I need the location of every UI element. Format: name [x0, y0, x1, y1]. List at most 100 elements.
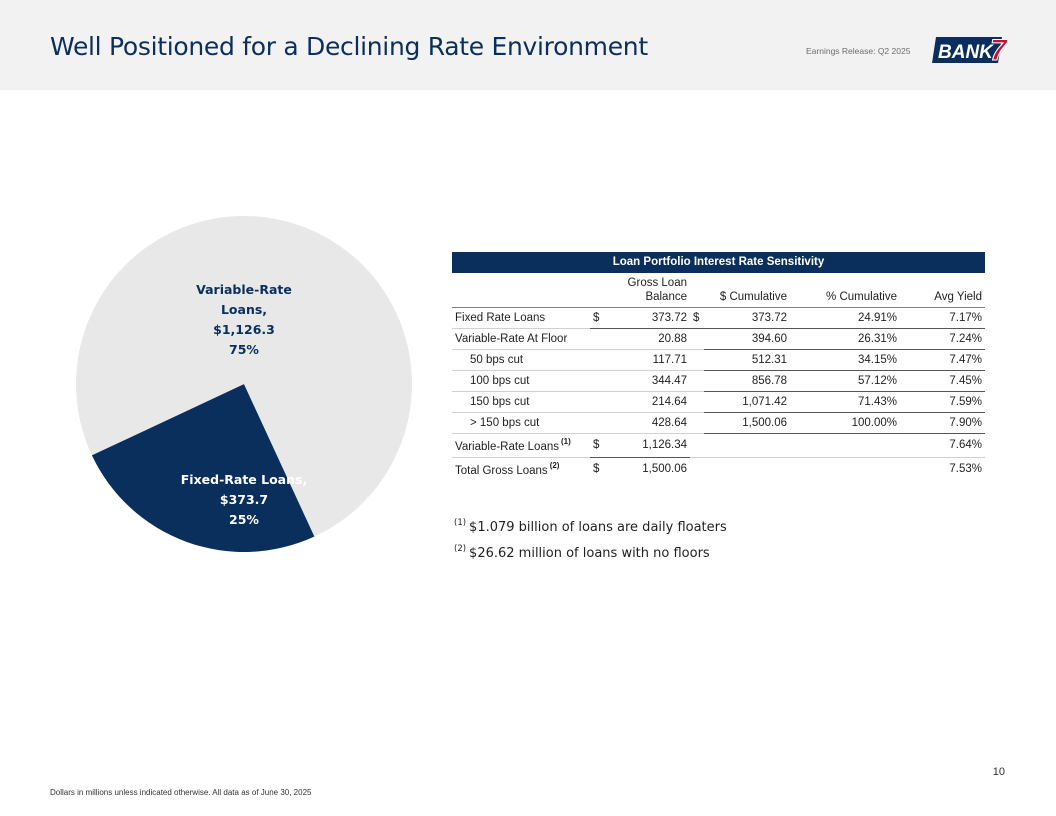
row-cumulative-dollar: $: [690, 307, 704, 329]
variable-label: Variable-Rate Loans: [455, 441, 559, 453]
total-empty-2: [704, 457, 790, 481]
row-balance-dollar: [590, 349, 604, 371]
logo-mark: 7: [990, 34, 1008, 65]
logo-background: [932, 37, 1002, 63]
header-balance: Gross Loan Balance: [590, 273, 690, 308]
row-label: 100 bps cut: [452, 370, 590, 392]
footnotes: (1) $1.079 billion of loans are daily flo…: [454, 510, 727, 562]
variable-empty-2: [704, 433, 790, 458]
variable-rate-total-row: Variable-Rate Loans (1) $ 1,126.34 7.64%: [452, 433, 985, 458]
row-pct-cumulative: 24.91%: [790, 307, 900, 329]
row-pct-cumulative: 34.15%: [790, 349, 900, 371]
row-pct-cumulative: 100.00%: [790, 412, 900, 434]
row-cumulative-dollar: [690, 370, 704, 392]
header-pct-cumulative: % Cumulative: [790, 273, 900, 308]
table-row: 150 bps cut 214.64 1,071.42 71.43% 7.59%: [452, 391, 985, 413]
row-balance-dollar: $: [590, 307, 604, 329]
row-pct-cumulative: 26.31%: [790, 328, 900, 350]
variable-rate-label-line: Variable-Rate: [196, 282, 292, 297]
total-yield: 7.53%: [949, 463, 982, 476]
variable-footnote-mark: (1): [561, 437, 571, 446]
row-cumulative: 1,500.06: [704, 412, 790, 434]
row-balance-dollar: [590, 391, 604, 413]
row-cumulative: 856.78: [704, 370, 790, 392]
variable-empty-3: [790, 433, 900, 458]
footnote-1: (1) $1.079 billion of loans are daily flo…: [454, 510, 727, 536]
row-label: 50 bps cut: [452, 349, 590, 371]
row-cumulative-dollar: [690, 328, 704, 350]
footer-disclaimer: Dollars in millions unless indicated oth…: [50, 788, 312, 797]
variable-yield: 7.64%: [900, 433, 985, 458]
table-row: 100 bps cut 344.47 856.78 57.12% 7.45%: [452, 370, 985, 392]
table-row: > 150 bps cut 428.64 1,500.06 100.00% 7.90%: [452, 412, 985, 434]
footnote-1-text: $1.079 billion of loans are daily floate…: [469, 520, 727, 535]
header-balance-line2: Balance: [645, 290, 687, 303]
page-title: Well Positioned for a Declining Rate Env…: [50, 32, 648, 61]
footnote-1-mark: (1): [454, 518, 467, 528]
header-bar: Well Positioned for a Declining Rate Env…: [0, 0, 1056, 90]
variable-rate-label-line: 75%: [229, 342, 259, 357]
row-avg-yield: 7.90%: [900, 412, 985, 434]
fixed-rate-label-line: $373.7: [220, 492, 268, 507]
row-balance: 373.72: [604, 307, 690, 329]
row-cumulative: 373.72: [704, 307, 790, 329]
total-gross-loans-row: Total Gross Loans (2) $ 1,500.06 7.53%: [452, 457, 985, 481]
row-cumulative: 1,071.42: [704, 391, 790, 413]
row-avg-yield: 7.47%: [900, 349, 985, 371]
row-avg-yield: 7.59%: [900, 391, 985, 413]
bank7-logo: BANK 7: [932, 34, 1009, 65]
header-avg-yield: Avg Yield: [900, 273, 985, 308]
total-footnote-mark: (2): [549, 461, 560, 471]
row-cumulative-dollar: [690, 412, 704, 434]
row-balance: 117.71: [604, 349, 690, 371]
total-balance: 1,500.06: [642, 463, 687, 476]
total-dollar: $: [593, 463, 600, 476]
variable-label-cell: Variable-Rate Loans (1): [452, 433, 590, 458]
footnote-2-mark: (2): [454, 544, 467, 554]
row-balance-dollar: [590, 412, 604, 434]
loan-mix-pie-chart: Fixed-Rate Loans, $373.7 25% Variable-Rate L…: [76, 216, 412, 552]
fixed-rate-label-line: Fixed-Rate Loans,: [181, 472, 307, 487]
row-label: 150 bps cut: [452, 391, 590, 413]
total-empty-3: [790, 457, 900, 481]
row-avg-yield: 7.17%: [900, 307, 985, 329]
footnote-2: (2) $26.62 million of loans with no floor…: [454, 536, 727, 562]
fixed-rate-slice: [91, 384, 315, 552]
row-pct-cumulative: 71.43%: [790, 391, 900, 413]
row-label: > 150 bps cut: [452, 412, 590, 434]
table-row: 50 bps cut 117.71 512.31 34.15% 7.47%: [452, 349, 985, 371]
row-label: Variable-Rate At Floor: [452, 328, 590, 350]
footnote-2-text: $26.62 million of loans with no floors: [469, 546, 710, 561]
row-avg-yield: 7.45%: [900, 370, 985, 392]
row-cumulative: 394.60: [704, 328, 790, 350]
variable-rate-label-line: $1,126.3: [213, 322, 275, 337]
table-row: Fixed Rate Loans $373.72 $373.72 24.91% 7.17…: [452, 307, 985, 329]
total-empty-1: [690, 457, 704, 481]
release-label: Earnings Release: Q2 2025: [806, 46, 911, 56]
table-title: Loan Portfolio Interest Rate Sensitivity: [452, 252, 985, 273]
row-balance: 344.47: [604, 370, 690, 392]
row-balance: 428.64: [604, 412, 690, 434]
header-balance-line1: Gross Loan: [627, 276, 687, 289]
row-avg-yield: 7.24%: [900, 328, 985, 350]
total-label-cell: Total Gross Loans (2): [452, 457, 590, 481]
logo-text: BANK: [938, 42, 994, 63]
variable-rate-label-line: Loans,: [221, 302, 267, 317]
row-balance-dollar: [590, 328, 604, 350]
row-cumulative-dollar: [690, 349, 704, 371]
row-label: Fixed Rate Loans: [452, 307, 590, 329]
table-row: Variable-Rate At Floor 20.88 394.60 26.31% 7…: [452, 328, 985, 350]
row-pct-cumulative: 57.12%: [790, 370, 900, 392]
row-cumulative: 512.31: [704, 349, 790, 371]
sensitivity-table: Loan Portfolio Interest Rate Sensitivity…: [452, 252, 985, 481]
row-cumulative-dollar: [690, 391, 704, 413]
row-balance: 214.64: [604, 391, 690, 413]
variable-rate-slice: [76, 216, 412, 537]
variable-empty-1: [690, 433, 704, 458]
sensitivity-grid: Gross Loan Balance $ Cumulative % Cumulat…: [452, 273, 985, 481]
variable-balance: 1,126.34: [604, 433, 690, 458]
header-cumulative: $ Cumulative: [690, 273, 790, 308]
total-label: Total Gross Loans: [455, 465, 548, 478]
fixed-rate-label-line: 25%: [229, 512, 259, 527]
row-balance-dollar: [590, 370, 604, 392]
